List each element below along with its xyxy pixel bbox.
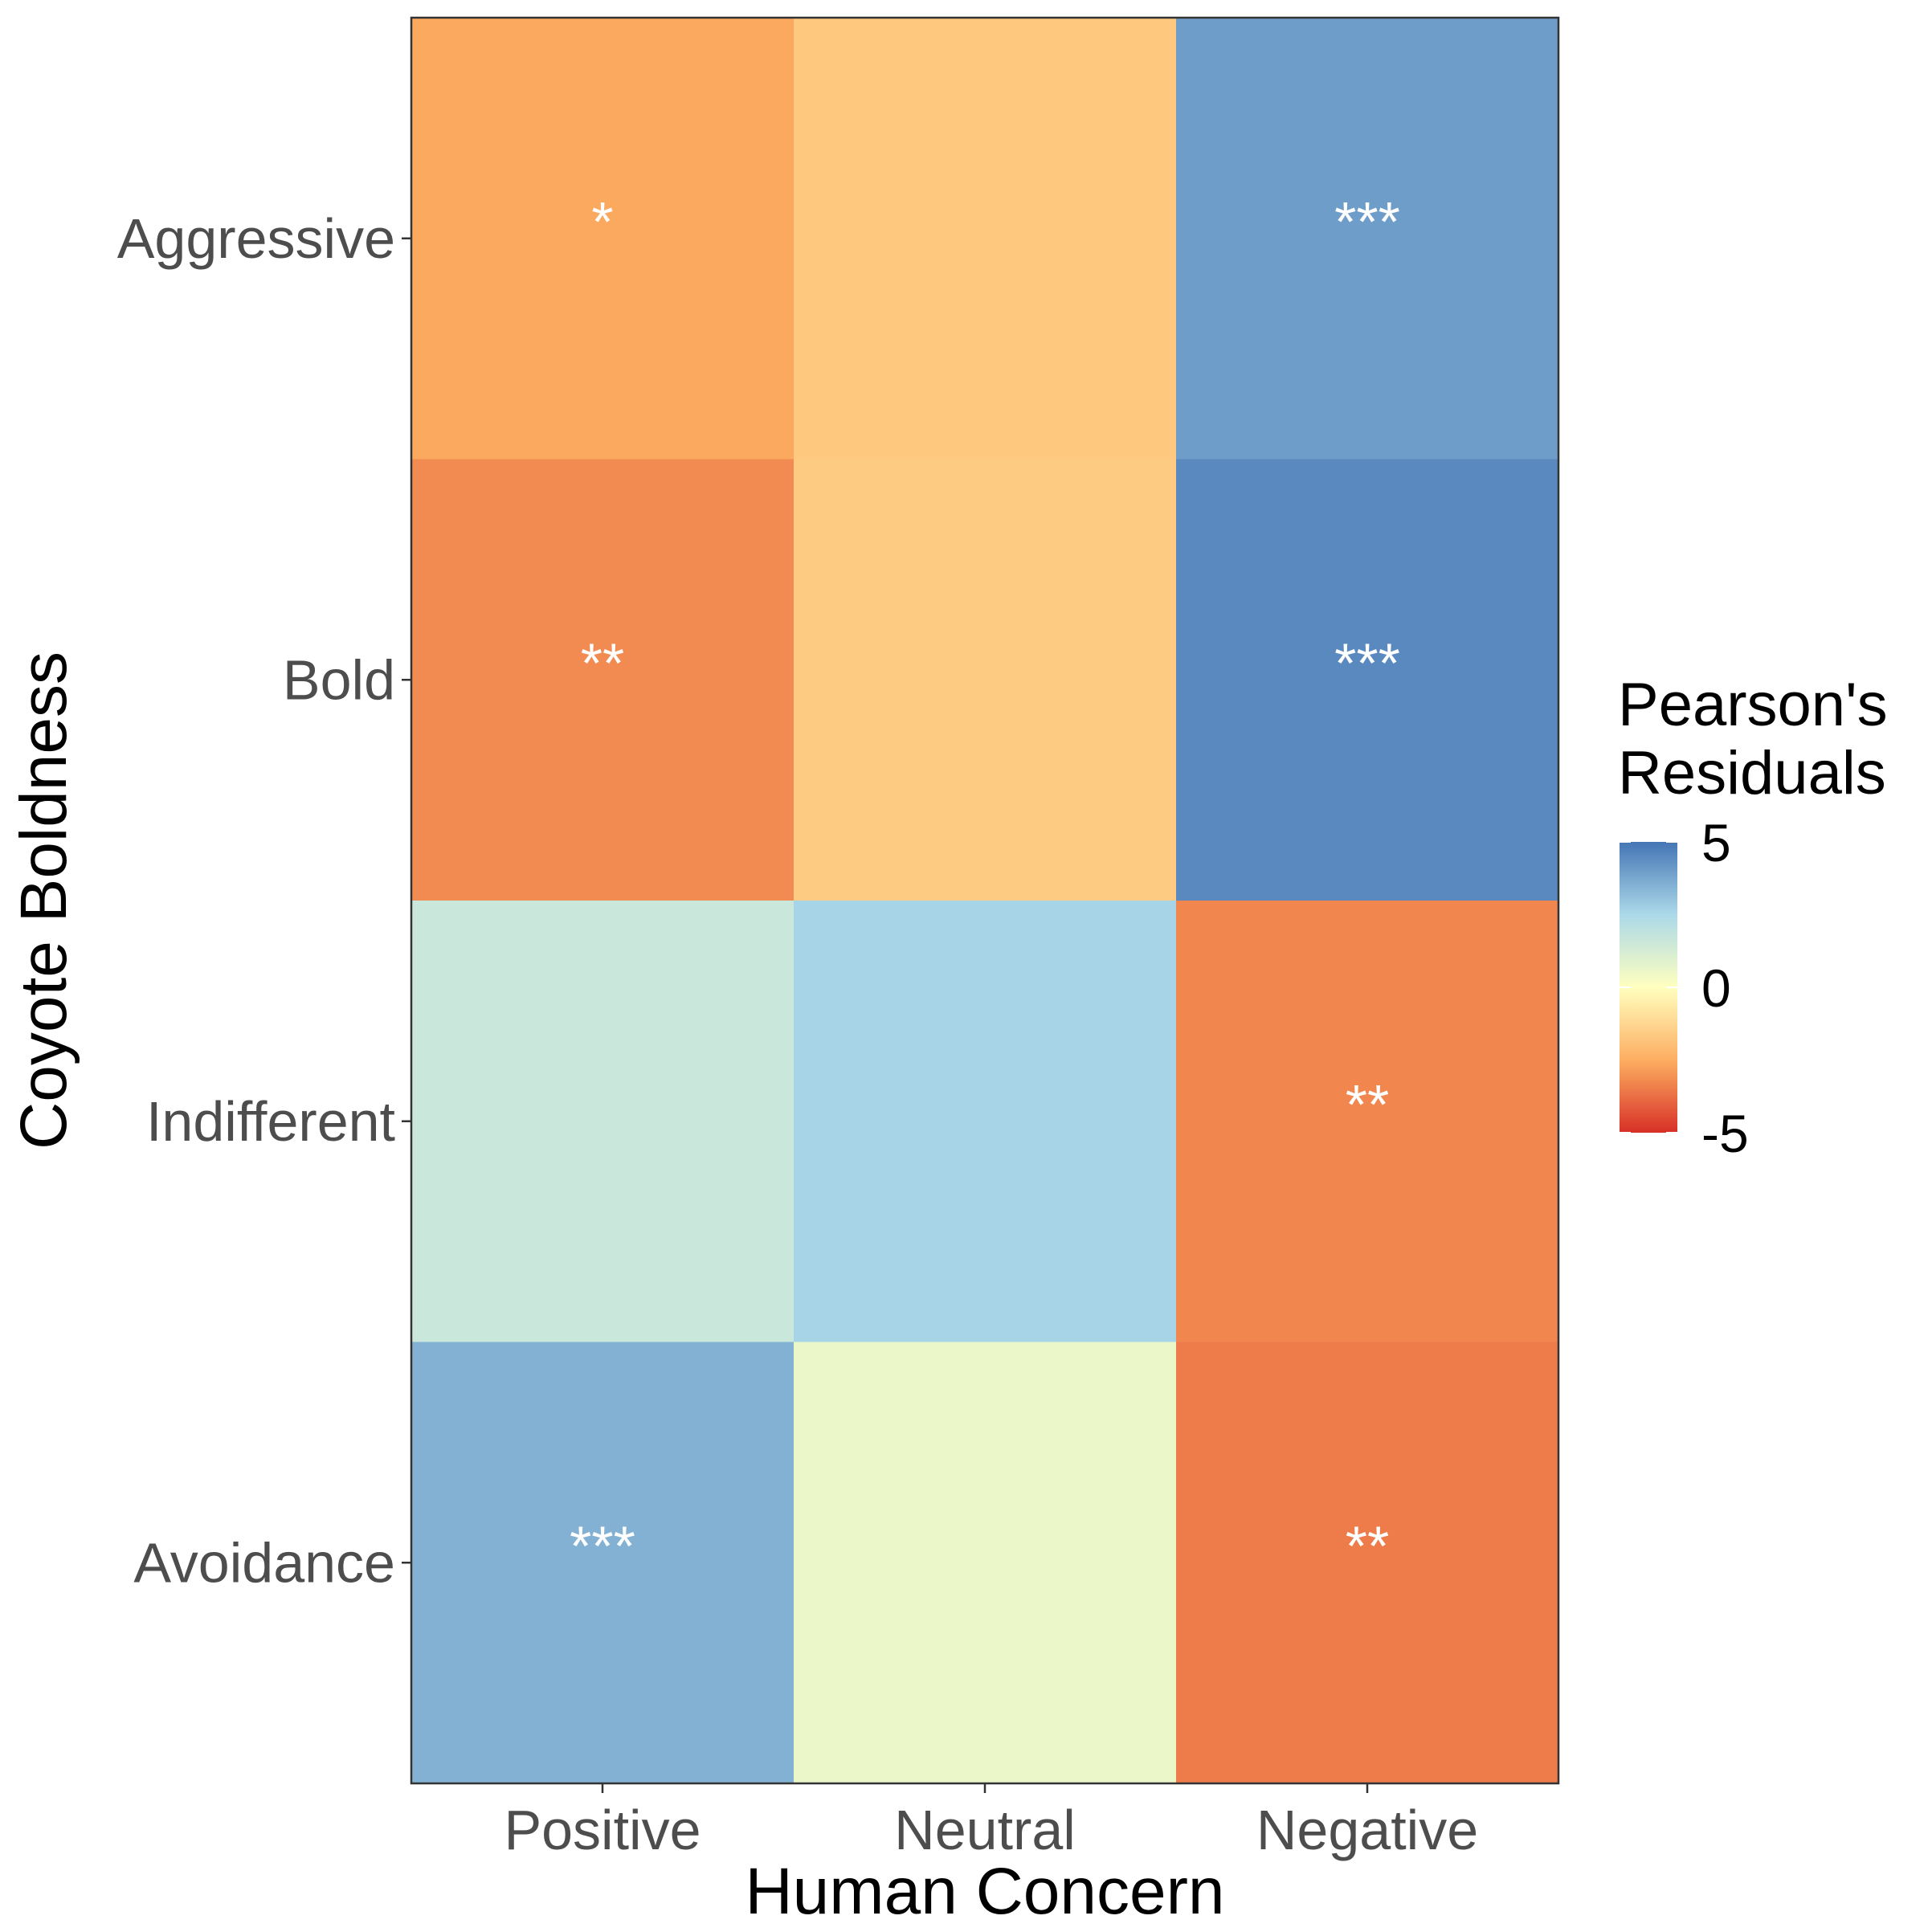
legend-title-line-1: Pearson's xyxy=(1618,671,1888,739)
x-axis-title: Human Concern xyxy=(745,1855,1224,1928)
y-tick-label-bold: Bold xyxy=(283,648,395,711)
heatmap-cell-bold-positive xyxy=(411,459,794,901)
heatmap-cell-aggressive-positive xyxy=(411,18,794,460)
significance-label-bold-positive: ** xyxy=(581,632,624,695)
heatmap-cell-bold-negative xyxy=(1176,459,1559,901)
significance-label-avoidance-positive: *** xyxy=(570,1515,635,1578)
legend-tick-label: -5 xyxy=(1701,1104,1749,1163)
heatmap-cell-avoidance-positive xyxy=(411,1342,794,1784)
heatmap-cell-aggressive-neutral xyxy=(794,18,1177,460)
y-tick-label-indifferent: Indifferent xyxy=(146,1090,395,1153)
heatmap-cell-avoidance-neutral xyxy=(794,1342,1177,1784)
y-axis-title: Coyote Boldness xyxy=(7,651,80,1150)
heatmap-cell-bold-neutral xyxy=(794,459,1177,901)
significance-label-avoidance-negative: ** xyxy=(1346,1515,1389,1578)
y-tick-label-avoidance: Avoidance xyxy=(133,1531,395,1594)
significance-label-aggressive-positive: * xyxy=(591,190,613,253)
x-tick-label-neutral: Neutral xyxy=(894,1799,1076,1861)
cells-layer xyxy=(411,18,1559,1784)
significance-label-aggressive-negative: *** xyxy=(1334,190,1400,253)
legend-tick-label: 5 xyxy=(1701,813,1731,872)
significance-labels-layer: * ***** ******** ** xyxy=(570,190,1400,1578)
heatmap-cell-aggressive-negative xyxy=(1176,18,1559,460)
significance-label-indifferent-negative: ** xyxy=(1346,1073,1389,1136)
y-tick-label-aggressive: Aggressive xyxy=(117,207,395,270)
x-tick-label-negative: Negative xyxy=(1256,1799,1478,1861)
legend-tick-label: 0 xyxy=(1701,958,1731,1018)
legend-title-line-2: Residuals xyxy=(1618,739,1886,807)
heatmap-cell-indifferent-negative xyxy=(1176,901,1559,1342)
x-tick-label-positive: Positive xyxy=(504,1799,701,1861)
heatmap-cell-indifferent-neutral xyxy=(794,901,1177,1342)
significance-label-bold-negative: *** xyxy=(1334,632,1400,695)
heatmap-cell-indifferent-positive xyxy=(411,901,794,1342)
ticks-layer: Positive Neutral Negative Aggressive Bold Ind… xyxy=(117,207,1478,1861)
heatmap-cell-avoidance-negative xyxy=(1176,1342,1559,1784)
